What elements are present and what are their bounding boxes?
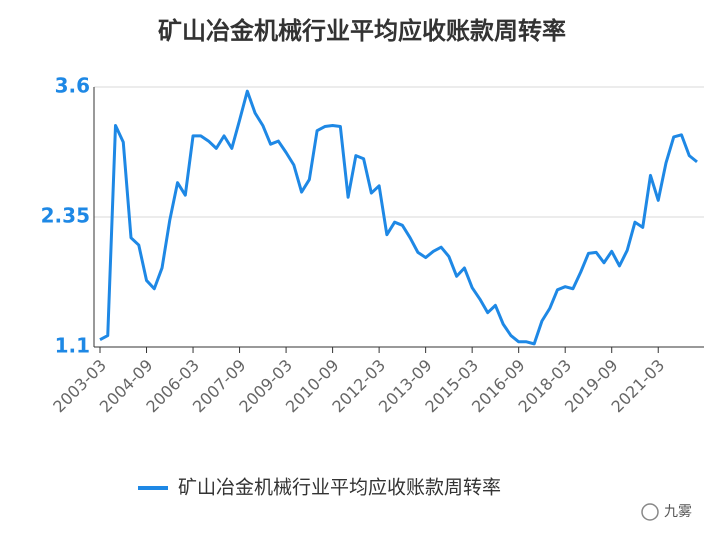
y-tick-label: 2.35 bbox=[41, 204, 90, 228]
watermark-text: 九雾 bbox=[664, 504, 692, 520]
watermark-icon bbox=[641, 503, 659, 521]
y-tick-label: 3.6 bbox=[55, 74, 90, 98]
data-line bbox=[99, 89, 698, 346]
y-tick-label: 1.1 bbox=[55, 334, 90, 358]
chart-title: 矿山冶金机械行业平均应收账款周转率 bbox=[158, 17, 566, 45]
legend-label: 矿山冶金机械行业平均应收账款周转率 bbox=[178, 477, 501, 499]
watermark: 九雾 bbox=[641, 503, 692, 521]
